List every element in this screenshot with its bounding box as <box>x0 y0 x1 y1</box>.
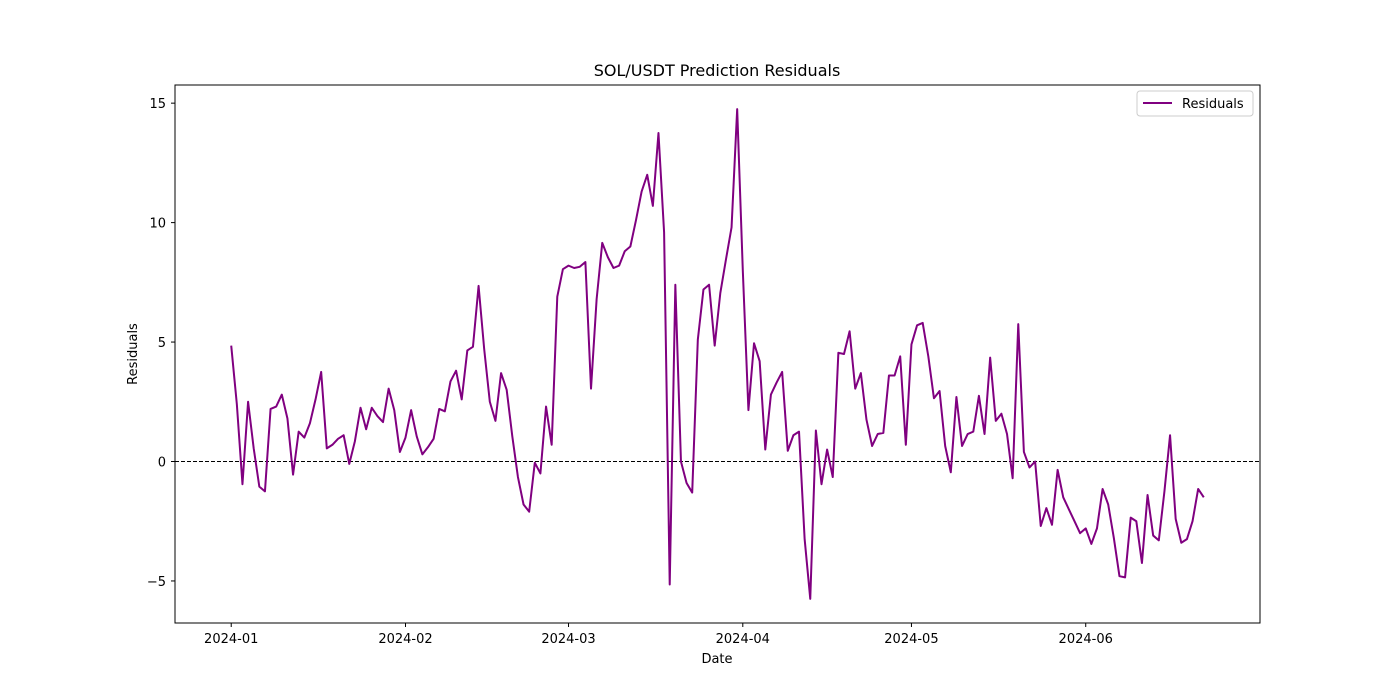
plot-frame <box>174 84 1261 624</box>
y-tick-label: 5 <box>158 336 166 351</box>
y-tick-label: 15 <box>149 97 166 112</box>
legend-label-residuals: Residuals <box>1182 97 1244 112</box>
x-tick-label: 2024-01 <box>204 632 258 647</box>
plot-area <box>175 108 1260 600</box>
legend-box <box>1136 90 1254 117</box>
x-tick-label: 2024-04 <box>716 632 770 647</box>
x-tick-label: 2024-05 <box>884 632 938 647</box>
y-axis-label: Residuals <box>126 323 141 385</box>
y-tick-label: 10 <box>149 217 166 232</box>
x-axis-label: Date <box>701 652 732 667</box>
x-tick-label: 2024-02 <box>378 632 432 647</box>
y-tick-label: −5 <box>147 575 166 590</box>
x-tick-label: 2024-06 <box>1059 632 1113 647</box>
x-tick-label: 2024-03 <box>541 632 595 647</box>
chart-title: SOL/USDT Prediction Residuals <box>594 61 841 80</box>
series-line-residuals <box>230 108 1205 600</box>
y-tick-label: 0 <box>158 456 166 471</box>
legend: Residuals <box>1136 90 1254 117</box>
